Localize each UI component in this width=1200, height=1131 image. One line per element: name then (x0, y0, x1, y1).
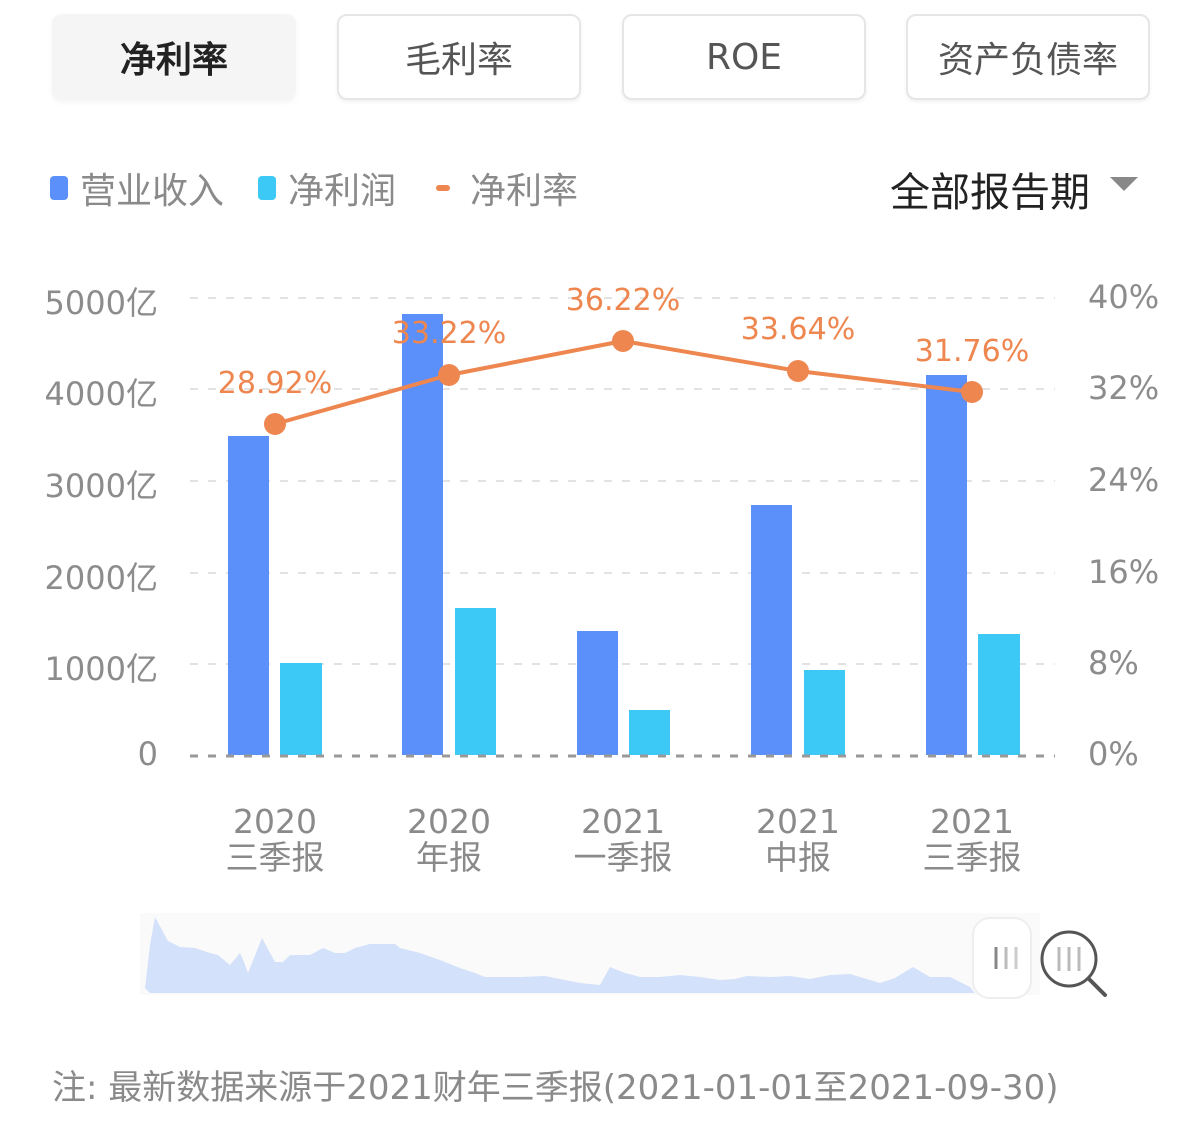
y-right-tick: 24% (1088, 461, 1160, 499)
net-margin-line-icon (436, 185, 451, 191)
caret-down-icon (1110, 177, 1138, 191)
x-tick: 2020 三季报 (225, 802, 325, 877)
tab-label: 净利率 (119, 40, 228, 81)
tab-debt-ratio[interactable]: 资产负债率 (906, 14, 1150, 100)
legend-label: 净利率 (470, 171, 579, 212)
bar-revenue-2021q3[interactable] (926, 375, 967, 755)
net-margin-label: 31.76% (914, 334, 1030, 369)
bar-profit-2021q3[interactable] (978, 634, 1020, 755)
grid-lines (190, 297, 1055, 665)
y-right-tick: 0% (1088, 735, 1139, 773)
net-margin-point (264, 413, 286, 435)
net-margin-point (787, 360, 809, 382)
net-profit-swatch-icon (258, 176, 277, 200)
y-left-tick: 2000亿 (44, 559, 158, 597)
net-margin-label: 33.64% (740, 312, 856, 347)
x-tick: 2021 一季报 (573, 802, 673, 877)
magnifier-icon[interactable] (1035, 925, 1115, 1005)
period-label: 全部报告期 (890, 170, 1090, 216)
bar-revenue-2021q1[interactable] (577, 631, 618, 755)
y-left-tick: 1000亿 (44, 650, 158, 688)
net-margin-label: 33.22% (391, 316, 507, 351)
y-left-tick: 4000亿 (44, 375, 158, 413)
chart-legend: 营业收入 净利润 净利率 (50, 162, 612, 214)
net-margin-label: 28.92% (217, 366, 333, 401)
tab-gross-margin[interactable]: 毛利率 (337, 14, 581, 100)
legend-item-revenue[interactable]: 营业收入 (50, 162, 224, 214)
tab-net-margin[interactable]: 净利率 (52, 14, 296, 100)
legend-label: 营业收入 (80, 171, 225, 212)
bar-profit-2021h1[interactable] (804, 670, 845, 755)
bar-profit-2020q3[interactable] (280, 663, 322, 755)
legend-item-net-margin[interactable]: 净利率 (430, 162, 578, 214)
y-left-tick: 3000亿 (44, 467, 158, 505)
y-left-tick: 0 (137, 735, 158, 773)
x-tick: 2021 中报 (756, 802, 840, 877)
y-left-tick: 5000亿 (44, 284, 158, 322)
zoom-slider-handle[interactable] (972, 917, 1032, 999)
tab-label: ROE (705, 36, 783, 78)
net-margin-line (274, 339, 973, 426)
net-margin-point (438, 364, 460, 386)
x-tick: 2021 三季报 (922, 802, 1022, 877)
net-margin-label: 36.22% (565, 283, 681, 318)
y-right-tick: 32% (1088, 369, 1160, 407)
revenue-swatch-icon (50, 176, 68, 200)
legend-label: 净利润 (288, 171, 397, 212)
chart-plot-area (190, 297, 1055, 665)
bar-profit-2020fy[interactable] (455, 608, 496, 755)
tab-label: 毛利率 (404, 40, 513, 81)
net-margin-point (612, 330, 634, 352)
tab-label: 资产负债率 (937, 40, 1118, 81)
drag-handle-icon (994, 947, 1018, 969)
bar-revenue-2021h1[interactable] (751, 505, 792, 755)
bar-revenue-2020q3[interactable] (228, 436, 269, 755)
bar-profit-2021q1[interactable] (629, 710, 670, 755)
y-right-tick: 8% (1088, 644, 1139, 682)
tab-roe[interactable]: ROE (622, 14, 866, 100)
y-right-tick: 16% (1088, 553, 1160, 591)
line-series-overlay (190, 330, 1055, 758)
x-tick: 2020 年报 (407, 802, 491, 877)
y-right-tick: 40% (1088, 278, 1160, 316)
report-period-dropdown[interactable]: 全部报告期 (890, 160, 1138, 218)
net-margin-point (961, 381, 983, 403)
zoom-slider-preview[interactable] (0, 905, 1200, 1005)
legend-item-net-profit[interactable]: 净利润 (258, 162, 396, 214)
data-source-footnote: 注: 最新数据来源于2021财年三季报(2021-01-01至2021-09-3… (52, 1068, 1059, 1108)
